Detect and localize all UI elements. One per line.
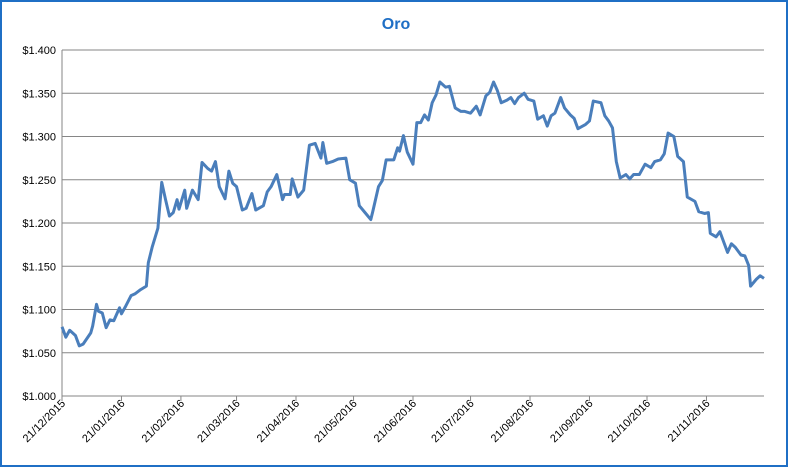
x-tick-label: 21/03/2016: [195, 398, 242, 445]
x-tick-label: 21/01/2016: [80, 398, 127, 445]
x-tick-label: 21/04/2016: [255, 398, 302, 445]
y-tick-label: $1.000: [22, 391, 56, 403]
x-tick-label: 21/12/2015: [21, 398, 68, 445]
x-tick-label: 21/08/2016: [489, 398, 536, 445]
y-tick-label: $1.300: [22, 132, 56, 144]
x-tick-label: 21/05/2016: [312, 398, 359, 445]
x-tick-label: 21/11/2016: [666, 398, 713, 445]
y-tick-label: $1.150: [22, 261, 56, 273]
chart-title: Oro: [382, 16, 411, 33]
x-tick-label: 21/02/2016: [140, 398, 187, 445]
y-tick-label: $1.250: [22, 175, 56, 187]
y-tick-label: $1.350: [22, 88, 56, 100]
y-tick-label: $1.100: [22, 305, 56, 317]
x-tick-label: 21/06/2016: [372, 398, 419, 445]
y-tick-label: $1.050: [22, 348, 56, 360]
x-tick-label: 21/07/2016: [429, 398, 476, 445]
price-line: [60, 80, 765, 348]
x-tick-label: 21/10/2016: [606, 398, 653, 445]
y-tick-label: $1.400: [22, 45, 56, 57]
x-tick-label: 21/09/2016: [548, 398, 595, 445]
y-tick-label: $1.200: [22, 218, 56, 230]
